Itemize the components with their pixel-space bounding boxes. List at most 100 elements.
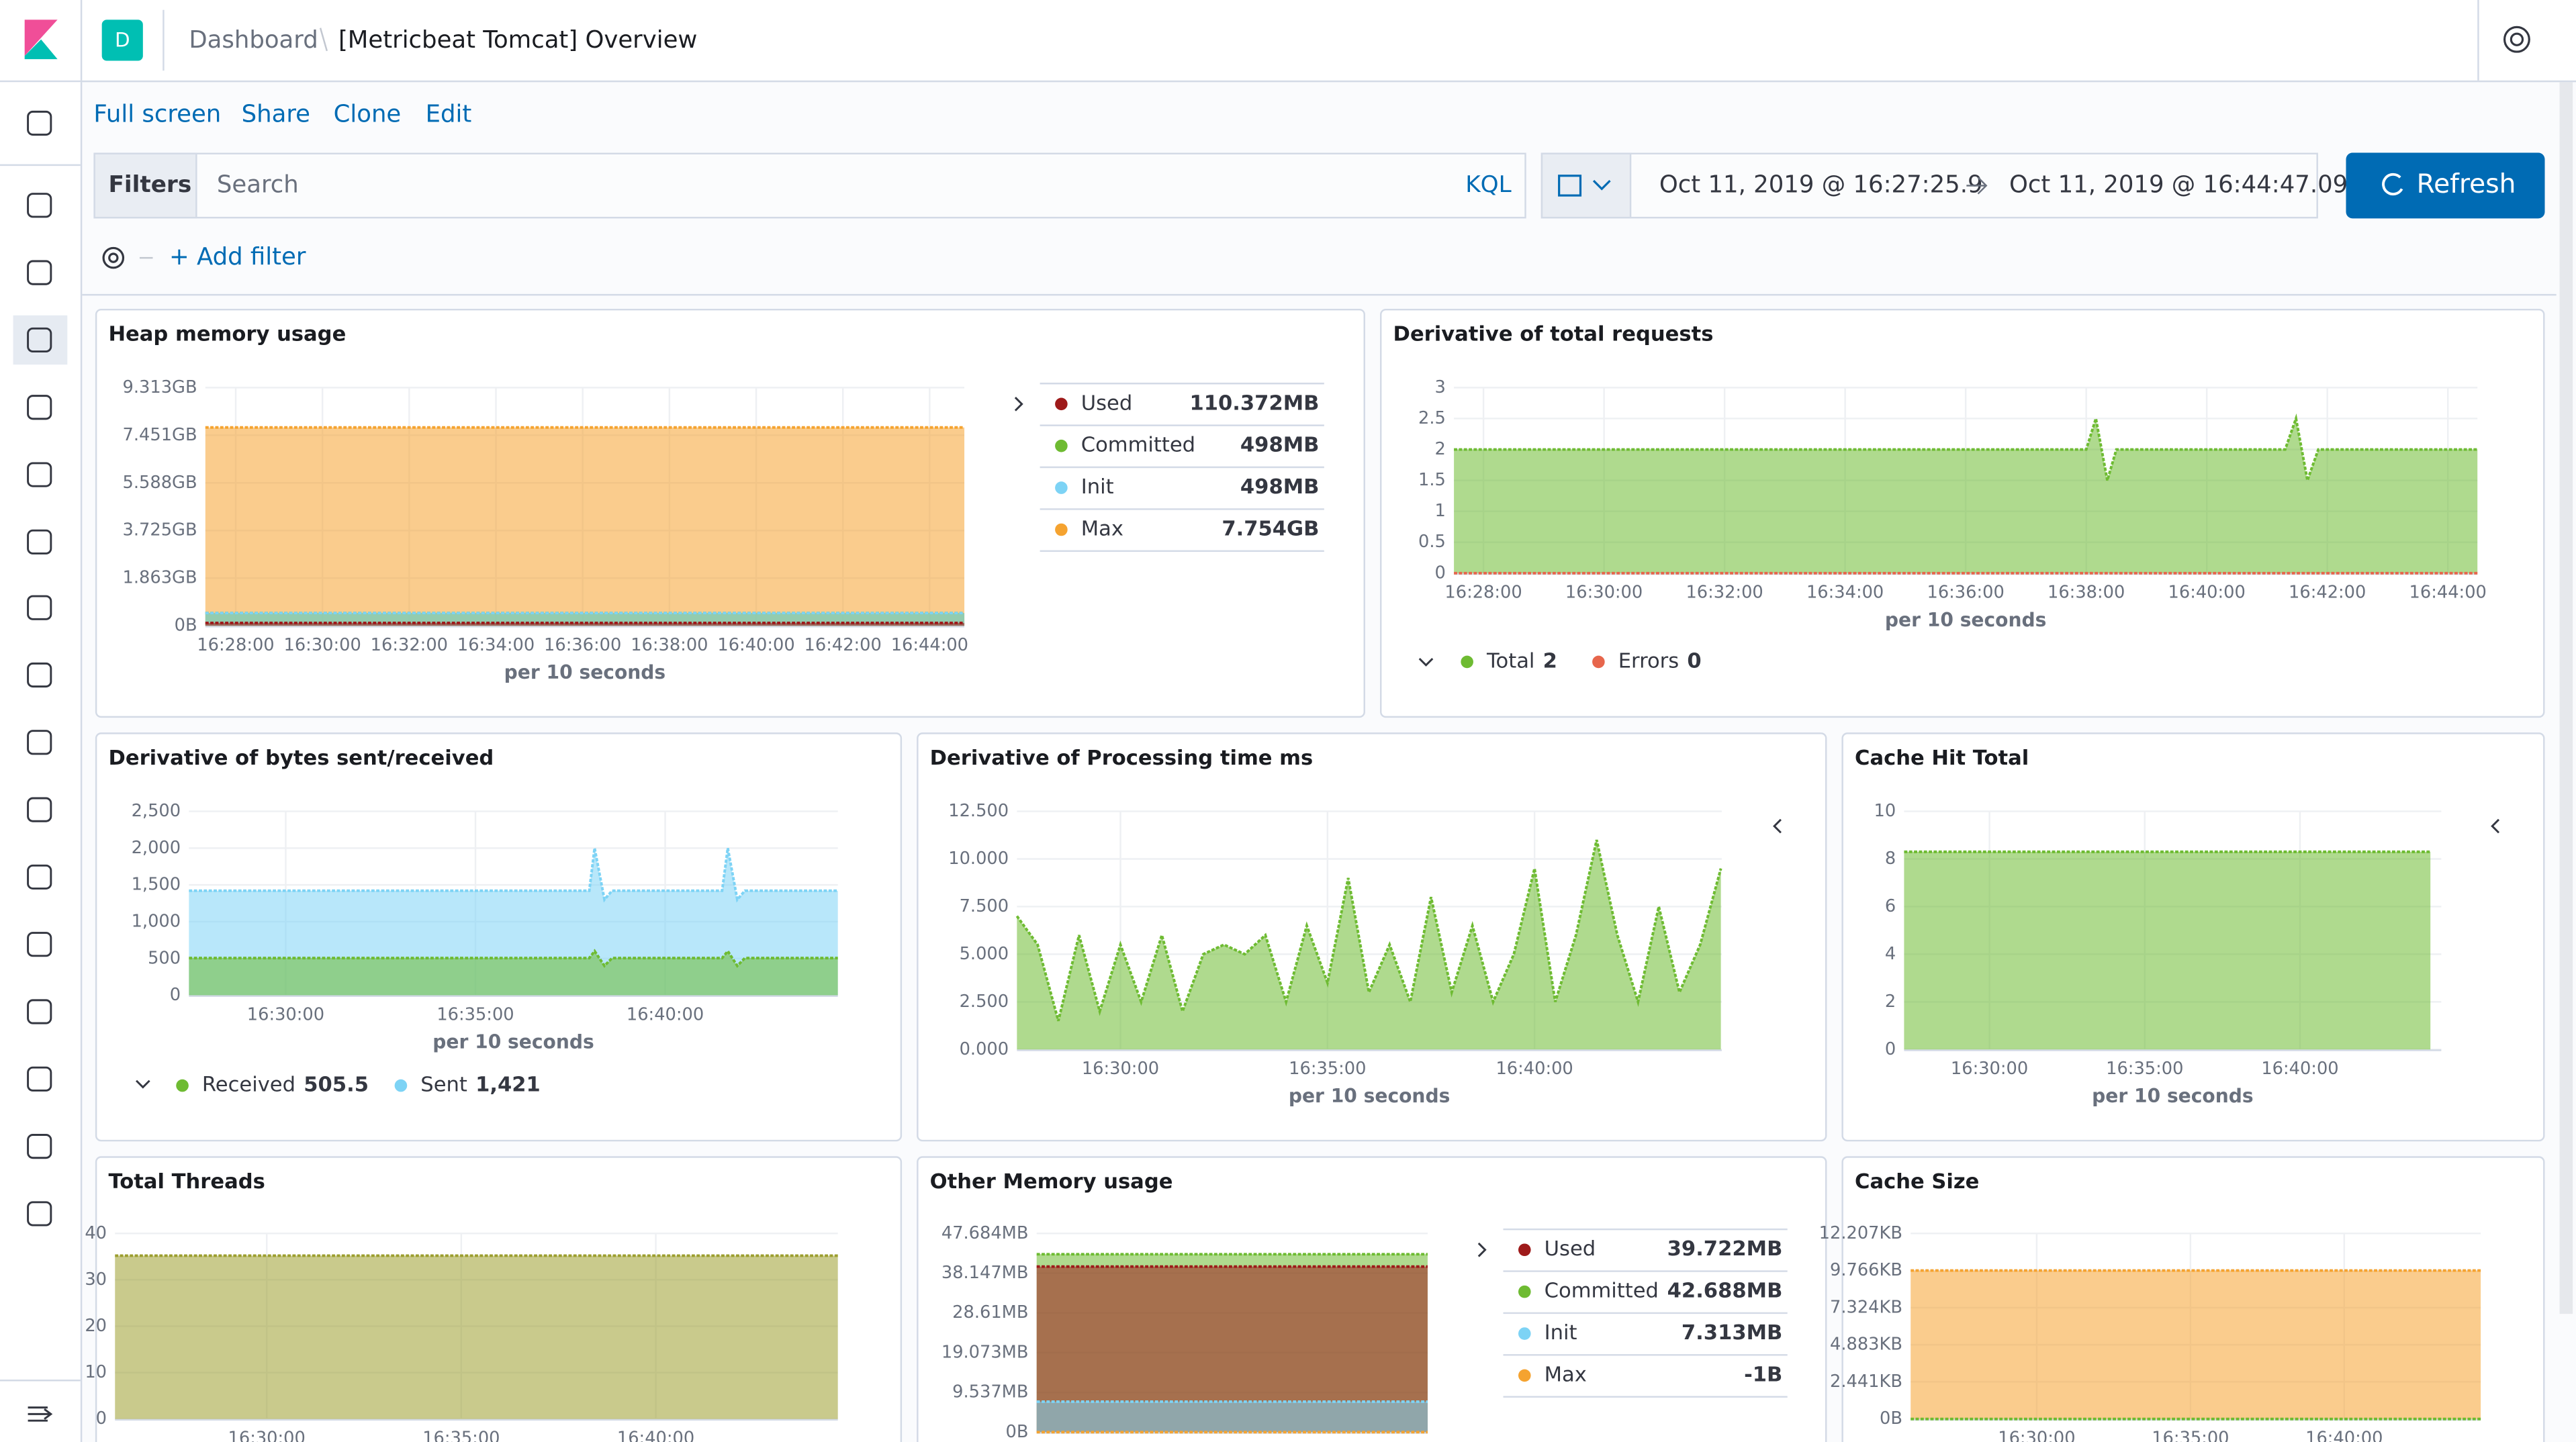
area (1017, 840, 1721, 1050)
y-tick-label: 0 (96, 1408, 107, 1429)
y-tick-label: 19.073MB (941, 1342, 1029, 1362)
nav-icon[interactable] (27, 999, 52, 1024)
y-tick-label: 47.684MB (941, 1223, 1029, 1243)
area (205, 427, 965, 626)
legend-toggle[interactable] (136, 1079, 150, 1089)
legend-value: -1B (1744, 1363, 1782, 1386)
legend-swatch (1461, 655, 1473, 669)
y-tick-label: 10 (1874, 801, 1896, 821)
nav-icon[interactable] (27, 797, 52, 822)
menu-link[interactable]: Clone (334, 100, 402, 128)
panel-title: Derivative of Processing time ms (930, 747, 1314, 770)
end-date[interactable]: Oct 11, 2019 @ 16:44:47.09 (2009, 171, 2348, 198)
legend-toggle[interactable] (1014, 397, 1023, 412)
legend-label[interactable]: Received (202, 1073, 295, 1097)
area (1454, 418, 2478, 573)
legend-toggle[interactable] (1773, 818, 1782, 834)
menu-link[interactable]: Share (242, 100, 310, 128)
y-tick-label: 10 (85, 1362, 107, 1382)
legend-label[interactable]: Used (1545, 1237, 1596, 1261)
nav-icon[interactable] (27, 730, 52, 755)
nav-icon[interactable] (27, 327, 52, 353)
x-tick-label: 16:30:00 (1082, 1059, 1159, 1079)
legend-label[interactable]: Committed (1081, 434, 1195, 457)
panel-frame (917, 732, 1827, 1142)
nav-icon[interactable] (27, 1066, 52, 1092)
add-filter[interactable]: + Add filter (169, 243, 306, 271)
y-tick-label: 500 (148, 948, 181, 968)
y-tick-label: 6 (1885, 896, 1896, 916)
legend-toggle[interactable] (1477, 1242, 1487, 1257)
legend-value: 1,421 (475, 1073, 541, 1097)
nav-icon[interactable] (27, 932, 52, 957)
y-tick-label: 4 (1885, 944, 1896, 964)
nav-icon[interactable] (27, 864, 52, 890)
nav-icon[interactable] (27, 1201, 52, 1227)
start-date[interactable]: Oct 11, 2019 @ 16:27:25.9 (1659, 171, 1983, 198)
menu-link[interactable]: Full screen (93, 100, 221, 128)
help-icon[interactable] (2503, 26, 2530, 53)
legend-label[interactable]: Total (1486, 649, 1534, 673)
filter-settings-inner (108, 252, 119, 263)
nav-icon[interactable] (27, 395, 52, 420)
legend-label[interactable]: Sent (420, 1073, 467, 1097)
refresh-button[interactable] (2346, 152, 2545, 219)
x-tick-label: 16:40:00 (2168, 583, 2246, 603)
legend-label[interactable]: Used (1081, 391, 1133, 415)
nav-icon[interactable] (27, 193, 52, 218)
panels: Heap memory usage 0B 1.863GB 3.725GB 5.588GB… (85, 308, 2545, 1442)
legend-toggle[interactable] (2491, 818, 2500, 834)
x-tick-label: 16:35:00 (2106, 1059, 2183, 1079)
x-tick-label: 16:30:00 (247, 1004, 324, 1024)
space-badge[interactable] (101, 19, 143, 61)
filter-settings[interactable] (102, 246, 125, 269)
legend-swatch (1518, 1327, 1531, 1340)
y-tick-label: 2 (1885, 992, 1896, 1012)
date-picker[interactable] (1540, 152, 2318, 219)
search-bar[interactable] (93, 152, 1526, 219)
legend-value: 498MB (1240, 434, 1320, 457)
y-tick-label: 2,000 (132, 838, 181, 858)
panel: Heap memory usage 0B 1.863GB 3.725GB 5.588GB… (95, 308, 1365, 718)
legend-label[interactable]: Max (1545, 1363, 1587, 1386)
filters-button[interactable] (93, 152, 197, 219)
legend-label[interactable]: Max (1081, 517, 1123, 540)
x-tick-label: 16:44:00 (2409, 583, 2487, 603)
menu-link[interactable]: Edit (426, 100, 472, 128)
legend-value: 505.5 (304, 1073, 369, 1097)
sidebar-active (13, 315, 68, 365)
panel: Derivative of bytes sent/received 0 500 1,0… (95, 732, 903, 1142)
legend-value: 2 (1543, 649, 1557, 673)
nav-icon[interactable] (27, 260, 52, 285)
nav-icon[interactable] (27, 595, 52, 620)
y-tick-label: 2.500 (960, 992, 1009, 1012)
legend-label[interactable]: Init (1545, 1321, 1577, 1345)
kql-toggle[interactable]: KQL (1465, 171, 1512, 198)
legend-label[interactable]: Init (1081, 475, 1114, 499)
nav-icon[interactable] (27, 529, 52, 555)
y-tick-label: 0B (1006, 1422, 1029, 1442)
nav-icon[interactable] (27, 462, 52, 487)
breadcrumb[interactable]: Dashboard (189, 26, 318, 54)
nav-collapse[interactable] (28, 1406, 53, 1422)
y-tick-label: 1.5 (1418, 470, 1446, 490)
y-tick-label: 38.147MB (941, 1263, 1029, 1283)
legend-toggle[interactable] (1418, 657, 1434, 667)
y-tick-label: 9.313GB (123, 377, 197, 397)
y-tick-label: 7.500 (960, 896, 1009, 916)
nav-icon[interactable] (27, 1134, 52, 1159)
legend-label[interactable]: Errors (1618, 649, 1679, 673)
nav-icon[interactable] (27, 662, 52, 688)
legend-label[interactable]: Committed (1545, 1280, 1659, 1303)
calendar-icon (1558, 175, 1582, 197)
nav-icon[interactable] (27, 110, 52, 136)
header-bar (0, 0, 2576, 81)
panel: Cache Hit Total 0 2 4 6 8 10 16:30:00 16:35:00 16… (1841, 732, 2545, 1142)
area (1904, 851, 2431, 1050)
sidebar (0, 82, 81, 1442)
y-tick-label: 3 (1435, 377, 1446, 397)
panel-title: Other Memory usage (930, 1170, 1173, 1194)
area (189, 951, 838, 996)
quick-menu[interactable] (1540, 152, 1632, 219)
